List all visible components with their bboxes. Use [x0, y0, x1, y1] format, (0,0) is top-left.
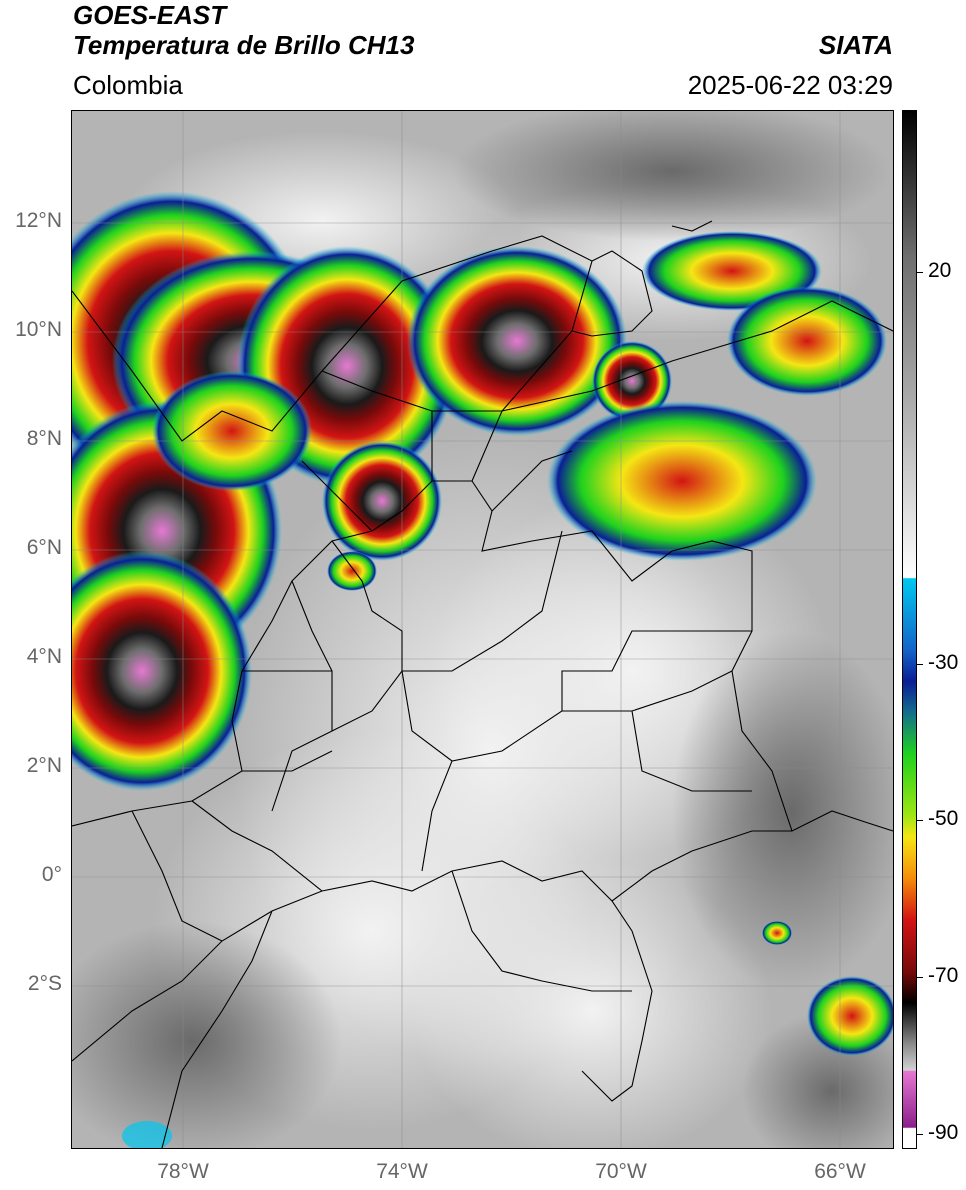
- satellite-map[interactable]: [71, 110, 894, 1149]
- colorbar-scale: [903, 111, 916, 1148]
- map-canvas: [72, 111, 893, 1148]
- lat-label-0: 0°: [41, 863, 62, 886]
- lon-label-66w: 66°W: [814, 1160, 866, 1183]
- lat-label-2s: 2°S: [27, 972, 62, 995]
- lat-label-8n: 8°N: [26, 427, 62, 450]
- timestamp-label: 2025-06-22 03:29: [687, 70, 893, 100]
- lat-label-10n: 10°N: [15, 318, 62, 341]
- colorbar-tick-minus50: [917, 820, 923, 821]
- product-title: Temperatura de Brillo CH13: [73, 30, 415, 60]
- colorbar-label-minus70: -70: [928, 964, 959, 987]
- region-label: Colombia: [73, 70, 183, 100]
- lat-label-12n: 12°N: [15, 209, 62, 232]
- lon-label-70w: 70°W: [595, 1160, 647, 1183]
- colorbar-label-20: 20: [928, 259, 952, 282]
- lat-label-4n: 4°N: [26, 645, 62, 668]
- lon-label-74w: 74°W: [376, 1160, 428, 1183]
- colorbar-tick-minus90: [917, 1134, 923, 1135]
- lat-label-6n: 6°N: [26, 536, 62, 559]
- colorbar-tick-20: [917, 272, 923, 273]
- colorbar: [902, 110, 917, 1149]
- colorbar-tick-minus70: [917, 977, 923, 978]
- colorbar-tick-minus30: [917, 664, 923, 665]
- brand-label: SIATA: [818, 30, 893, 60]
- lat-label-2n: 2°N: [26, 754, 62, 777]
- satellite-title: GOES-EAST: [73, 0, 227, 30]
- lon-label-78w: 78°W: [157, 1160, 209, 1183]
- colorbar-label-minus90: -90: [928, 1121, 959, 1144]
- colorbar-label-minus50: -50: [928, 807, 959, 830]
- colorbar-label-minus30: -30: [928, 651, 959, 674]
